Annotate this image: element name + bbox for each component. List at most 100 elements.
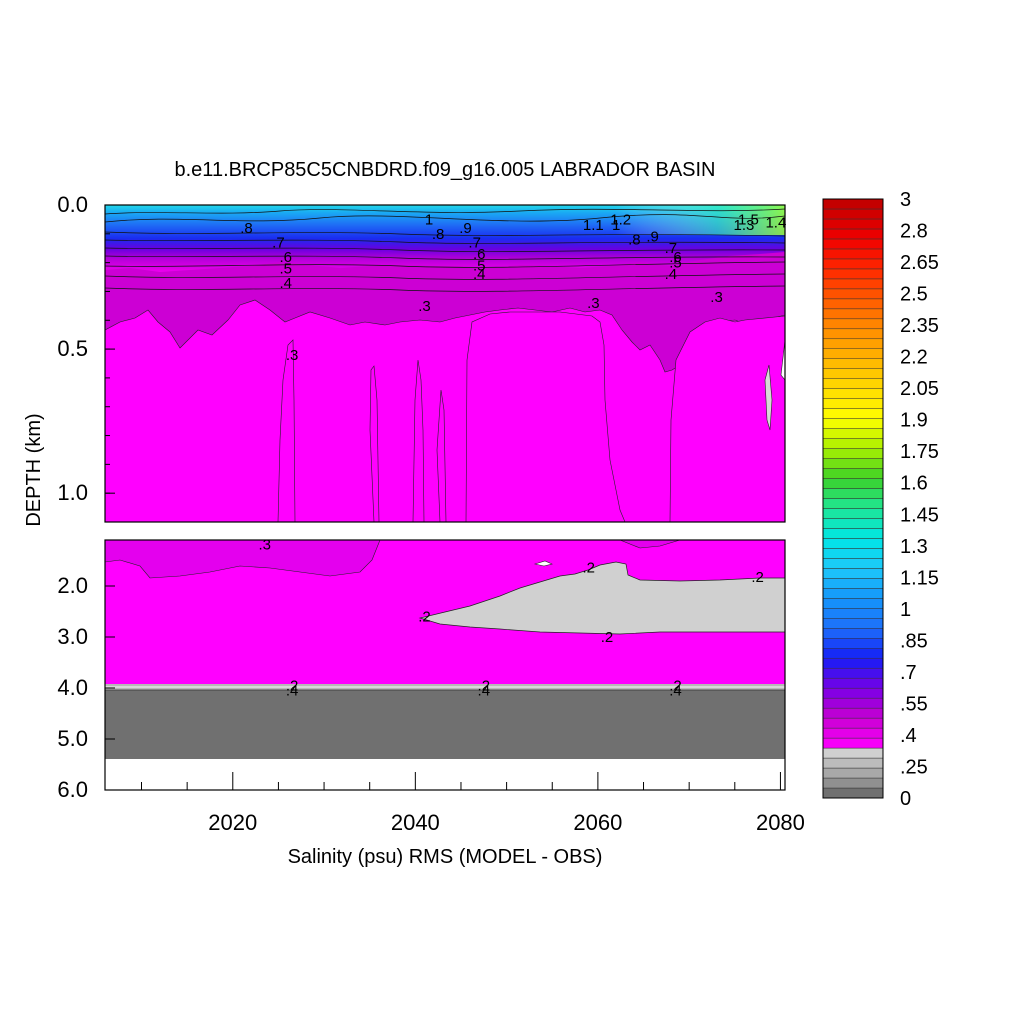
colorbar-swatch [822, 528, 884, 539]
x-tick-label: 2080 [756, 810, 805, 835]
colorbar-label: 3 [900, 189, 911, 211]
colorbar-swatch [822, 338, 884, 349]
colorbar-label: 1.6 [900, 473, 928, 495]
contour-label: .4 [473, 266, 486, 283]
colorbar-swatch [822, 448, 884, 459]
colorbar-swatch [822, 288, 884, 300]
contour-labels: .8.7.6.5.41.8.9.7.6.5.4.31.1 11.2.8.9.7.6… [240, 211, 786, 699]
contour-label: .2 [286, 677, 299, 694]
contour-label: .8 [432, 226, 445, 243]
y-tick-label: 2.0 [57, 573, 88, 598]
colorbar-label: 1.9 [900, 410, 928, 432]
contour-label: .3 [587, 295, 600, 312]
colorbar-label: 2.65 [900, 252, 939, 274]
contour-label: .2 [751, 569, 764, 586]
contour-label: .4 [669, 683, 682, 700]
contour-label: .5 [279, 260, 292, 277]
contour-label: .6 [669, 249, 682, 266]
contour-label: .2 [418, 609, 431, 626]
y-tick-label: 6.0 [57, 777, 88, 802]
colorbar-swatch [822, 717, 884, 729]
colorbar-swatch [822, 388, 884, 399]
colorbar-swatch [822, 298, 884, 310]
colorbar-swatch [822, 667, 884, 679]
upper-panel-frame [104, 204, 786, 523]
colorbar-swatch [822, 578, 884, 589]
colorbar-label: 1.3 [900, 536, 928, 558]
colorbar-swatch [822, 428, 884, 439]
colorbar-swatch [822, 488, 884, 499]
lower-panel [105, 540, 785, 790]
contour-label: .3 [418, 298, 431, 315]
colorbar-swatch [822, 238, 884, 250]
contour-label: .5 [669, 255, 682, 272]
lower-top-sliver [619, 540, 681, 549]
upper-right-edge-patch [764, 364, 773, 431]
contour-label: 1 [612, 217, 620, 234]
contour-label: .3 [710, 289, 723, 306]
colorbar-swatch [822, 618, 884, 629]
colorbar-label: 2.2 [900, 347, 928, 369]
colorbar-swatch [822, 757, 884, 769]
x-tick-label: 2040 [391, 810, 440, 835]
contour-label: .9 [646, 229, 659, 246]
contour-label: 1.4 [765, 214, 786, 231]
y-tick-label: 1.0 [57, 480, 88, 505]
colorbar-label: 1.45 [900, 504, 939, 526]
colorbar-swatch [822, 787, 884, 799]
contour-label: .7 [272, 234, 285, 251]
colorbar-swatch [822, 278, 884, 290]
low-value-region [418, 561, 785, 635]
colorbar-swatch [822, 348, 884, 359]
colorbar-label: 2.5 [900, 284, 928, 306]
lower-panel-frame [104, 539, 786, 791]
colorbar-swatch [822, 478, 884, 489]
colorbar-swatch [822, 218, 884, 230]
colorbar-label: 2.8 [900, 221, 928, 243]
colorbar-label: 1.75 [900, 441, 939, 463]
colorbar-label: 0 [900, 788, 911, 810]
contour-label: .6 [473, 246, 486, 263]
colorbar-swatch [822, 308, 884, 320]
colorbar-swatch [822, 767, 884, 779]
contour-label: 1.5 [738, 211, 759, 228]
colorbar-swatch [822, 418, 884, 429]
colorbar-swatch [822, 408, 884, 419]
colorbar-swatch [822, 598, 884, 609]
colorbar-label: .25 [900, 756, 928, 778]
colorbar-swatch [822, 687, 884, 699]
surface-contours [105, 208, 785, 292]
y-tick-label: 5.0 [57, 726, 88, 751]
colorbar-label: 1 [900, 599, 911, 621]
contour-label: .2 [669, 677, 682, 694]
lower-upper-band [105, 540, 381, 579]
colorbar: 3 2.8 2.65 2.5 2.35 2.2 2.05 1.9 1.75 1.6 1.45 1.3 1… [822, 189, 939, 810]
x-axis-label: Salinity (psu) RMS (MODEL - OBS) [288, 846, 603, 868]
colorbar-swatch [822, 588, 884, 599]
colorbar-swatch [822, 737, 884, 749]
colorbar-swatch [822, 248, 884, 260]
colorbar-swatch [822, 228, 884, 240]
contour-label: .7 [468, 234, 481, 251]
contour-label: .8 [628, 232, 641, 249]
colorbar-swatch [822, 318, 884, 330]
colorbar-swatch [822, 368, 884, 379]
x-tick-label: 2060 [573, 810, 622, 835]
contour-label: .4 [665, 266, 678, 283]
contour-label: .6 [279, 249, 292, 266]
colorbar-swatch [822, 608, 884, 619]
upper-right-edge-sliver [780, 339, 785, 381]
below-bottom-region [105, 759, 785, 790]
small-grey-patch [533, 560, 553, 567]
colorbar-swatch [822, 538, 884, 549]
chart-title: b.e11.BRCP85C5CNBDRD.f09_g16.005 LABRADO… [175, 159, 716, 181]
y-axis: 0.0 0.5 1.0 2.0 3.0 4.0 5.0 6.0 [57, 192, 115, 802]
colorbar-label: 2.05 [900, 378, 939, 400]
colorbar-swatch [822, 677, 884, 689]
colorbar-swatch [822, 548, 884, 559]
colorbar-swatch [822, 198, 884, 210]
contour-label: .7 [665, 240, 678, 257]
contour-label: .4 [279, 275, 292, 292]
colorbar-swatch [822, 458, 884, 469]
